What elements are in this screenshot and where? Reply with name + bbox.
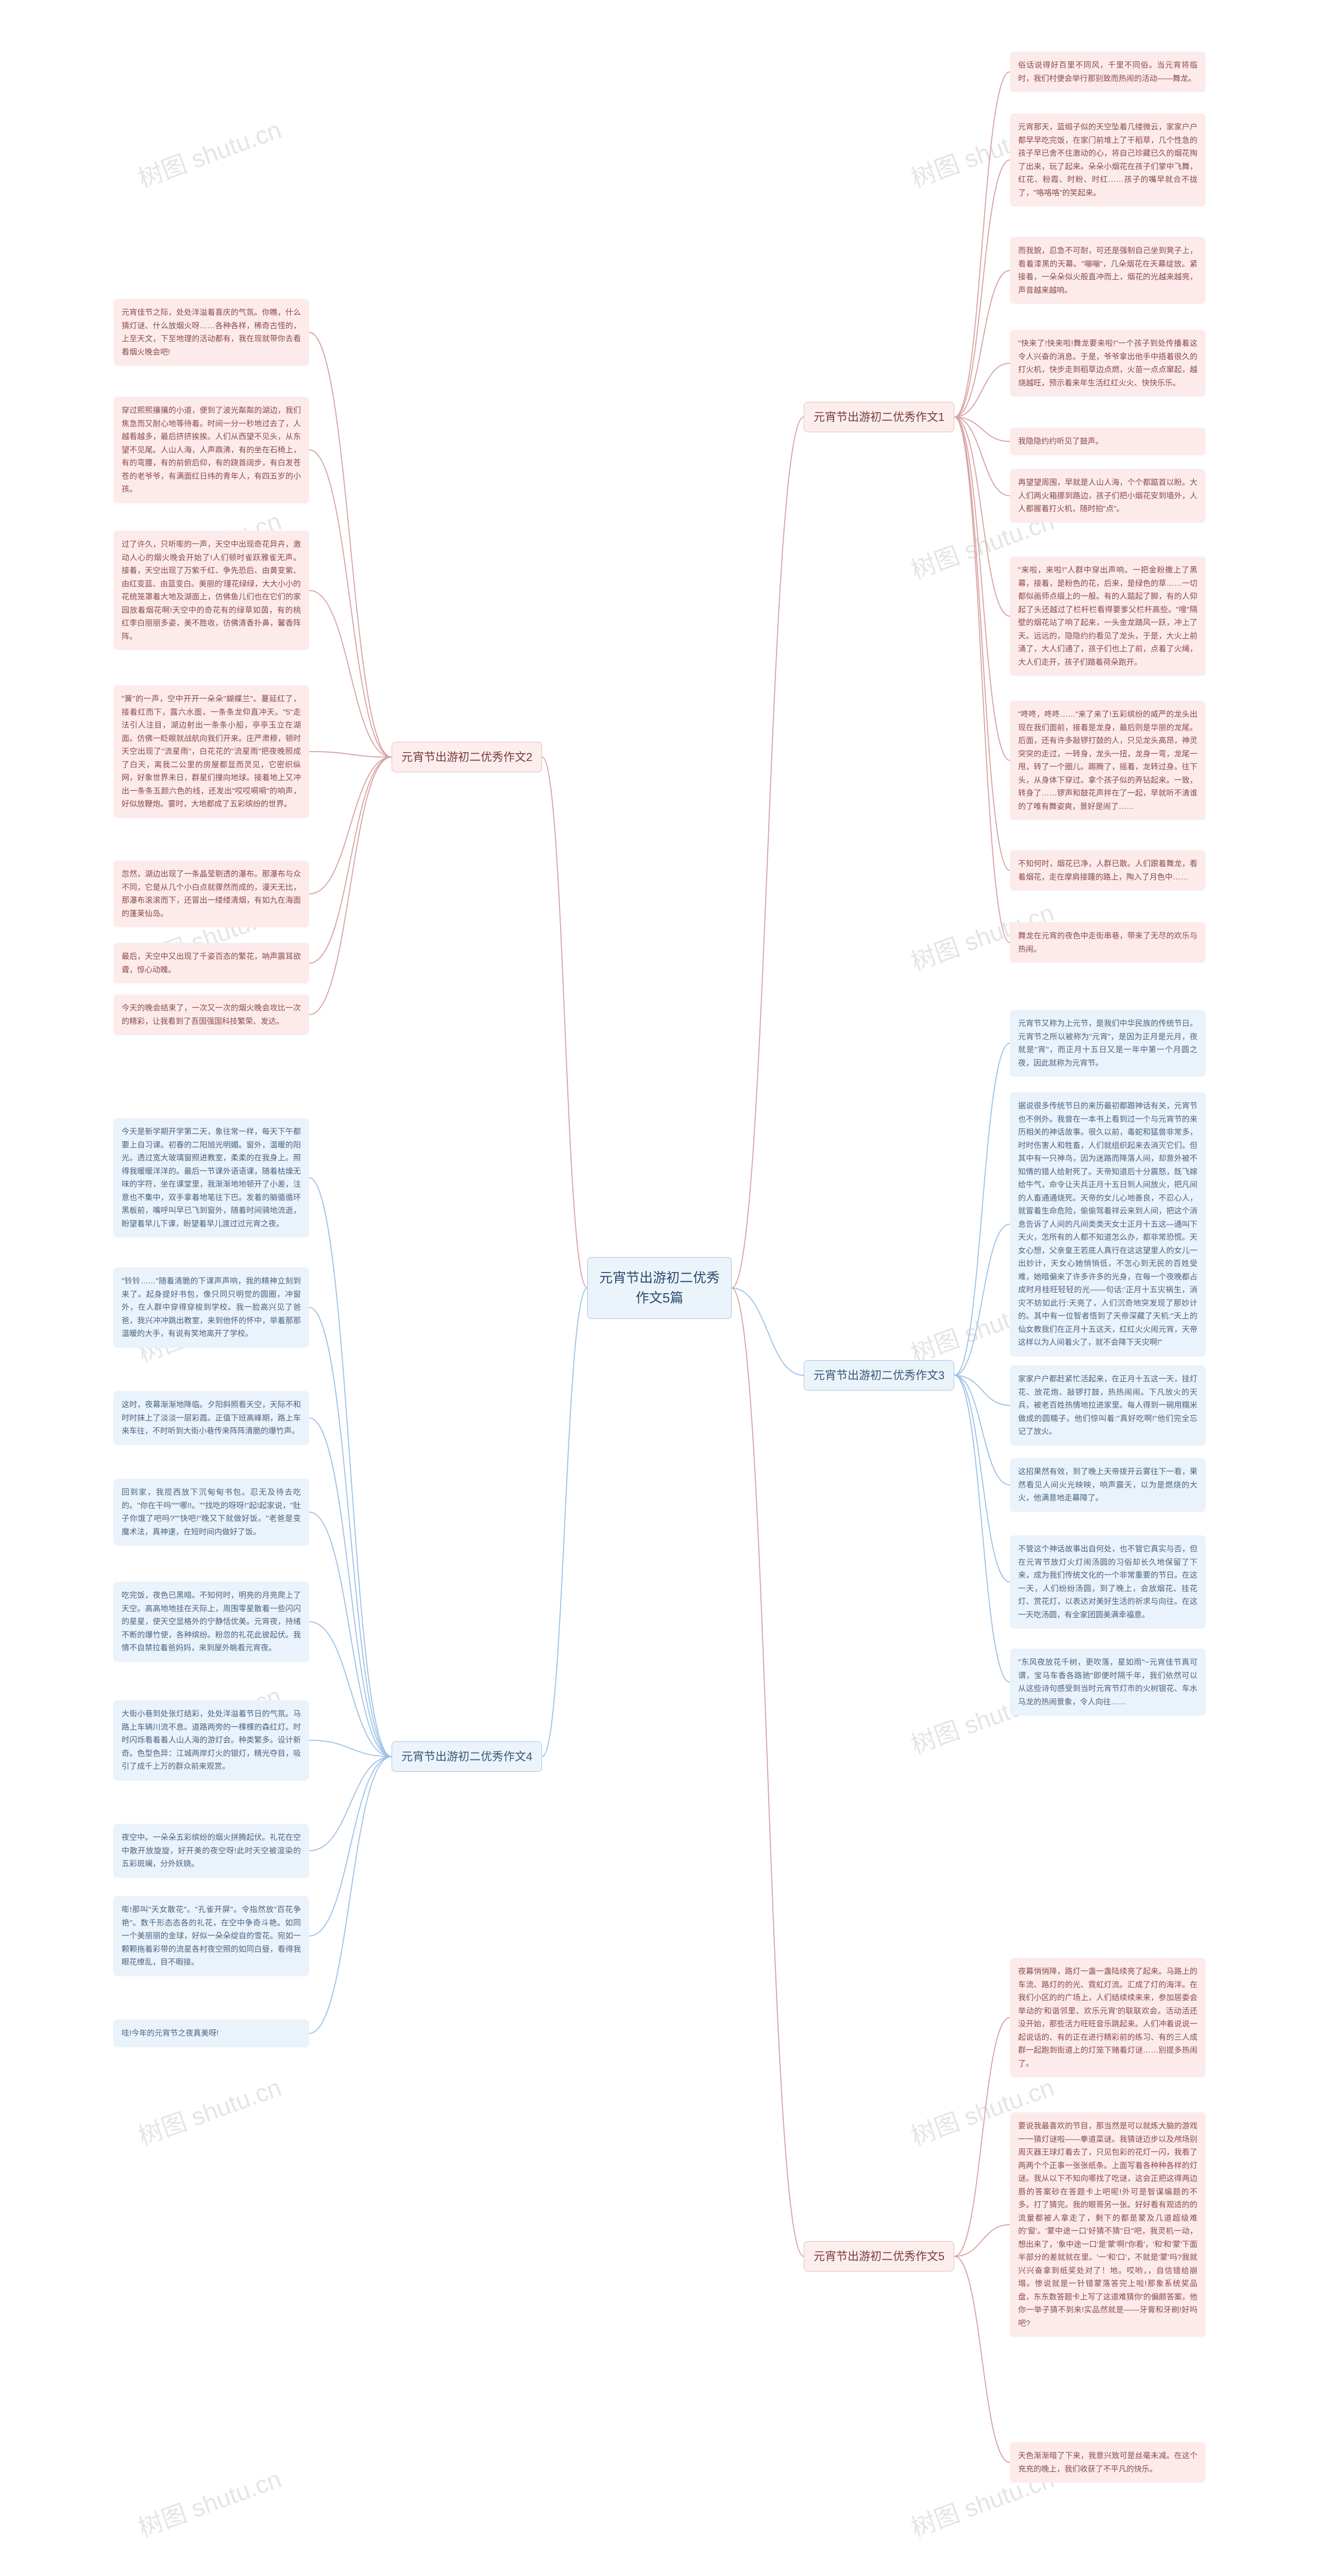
leaf-b4-5: 大街小巷到处张灯结彩，处处洋溢着节日的气氛。马路上车辆川流不息。道路两旁的一棵棵… xyxy=(113,1700,309,1781)
leaf-b4-2: 这时，夜幕渐渐地降临。夕阳斜照看天空，天际不和时时抹上了淡淡一层彩霞。正值下班高… xyxy=(113,1391,309,1445)
leaf-b1-9: 舞龙在元宵的夜色中走街串巷，带来了无尽的欢乐与热闹。 xyxy=(1010,922,1206,963)
leaf-b5-2: 天色渐渐暗了下来，我意兴致可是丝毫未减。在这个充充的晚上，我们收获了不平凡的快乐… xyxy=(1010,2442,1206,2483)
leaf-b3-4: 不管这个神话故事出自何处，也不管它真实与否，但在元宵节放灯火灯闹汤圆的习俗却长久… xyxy=(1010,1535,1206,1629)
leaf-b1-1: 元宵那天，蓝缎子似的天空坠着几缕微云，家家户户都早早吃完饭，在家门前堆上了干稻草… xyxy=(1010,113,1206,207)
center-topic: 元宵节出游初二优秀作文5篇 xyxy=(587,1257,732,1319)
leaf-b1-6: "来啦，来啦!"人群中穿出声响。一把金粉撒上了黑幕，接着，是粉色的花，后来，是绿… xyxy=(1010,556,1206,676)
leaf-b2-3: "簧"的一声，空中开开一朵朵"蝴蝶兰"。蔓延红了，接着红而下，露六水面，一条条龙… xyxy=(113,685,309,818)
leaf-b4-4: 吃完饭，夜色已黑暗。不知何时，明亮的月亮爬上了天空。高高地地挂在天际上，周围零星… xyxy=(113,1582,309,1662)
leaf-b3-0: 元宵节又称为上元节，是我们中华民族的传统节日。元宵节之所以被称为"元宵"，是因为… xyxy=(1010,1010,1206,1077)
leaf-b1-3: "快来了!快来啦!舞龙要来啦!"一个孩子到处传播着这令人兴奋的消息。于是，爷爷拿… xyxy=(1010,330,1206,397)
leaf-b1-0: 俗话说得好百里不同风，千里不同俗。当元宵将临时，我们村便会举行那别致而热闹的活动… xyxy=(1010,52,1206,92)
watermark: 树图 shutu.cn xyxy=(132,109,285,194)
branch-b5: 元宵节出游初二优秀作文5 xyxy=(804,2241,954,2272)
leaf-b1-5: 再望望周围，早就是人山人海，个个都踮首以盼。大人们两火箱挪到路边，孩子们把小烟花… xyxy=(1010,469,1206,523)
leaf-b1-8: 不知何时，烟花已净，人群已散。人们跟着舞龙，看着烟花，走在摩肩接踵的路上，陶入了… xyxy=(1010,850,1206,891)
leaf-b1-4: 我隐隐约约听见了鼓声。 xyxy=(1010,428,1206,455)
branch-b4: 元宵节出游初二优秀作文4 xyxy=(392,1741,542,1772)
watermark: 树图 shutu.cn xyxy=(132,2067,285,2152)
leaf-b2-4: 忽然，湖边出现了一条晶莹剔透的瀑布。那瀑布与众不同，它是从几个小白点就骤然而成的… xyxy=(113,860,309,927)
leaf-b4-8: 哇!今年的元宵节之夜真美呀! xyxy=(113,2020,309,2047)
leaf-b2-6: 今天的晚会结束了，一次又一次的烟火晚会攻比一次的精彩，让我看到了吾国强国科技繁荣… xyxy=(113,994,309,1035)
leaf-b2-5: 最后，天空中又出现了千姿百态的繁花，呐声震耳欲聋，惊心动魄。 xyxy=(113,943,309,984)
leaf-b2-1: 穿过熙熙攘攘的小道，便到了波光粼粼的湖边，我们焦急而又耐心地等待着。时间一分一秒… xyxy=(113,397,309,503)
leaf-b3-3: 这招果然有效，到了晚上天帝拨开云雾往下一看，果然看见人间火光映映，响声震天，以为… xyxy=(1010,1458,1206,1512)
watermark: 树图 shutu.cn xyxy=(132,2459,285,2544)
leaf-b3-1: 据说很多传统节日的来历最初都跟神话有关，元宵节也不例外。我曾在一本书上看到过一个… xyxy=(1010,1092,1206,1357)
branch-b3: 元宵节出游初二优秀作文3 xyxy=(804,1360,954,1391)
leaf-b4-6: 夜空中。一朵朵五彩缤纷的烟火拼腾起伏。礼花在空中散开放旋旋，好开美的夜空呀!此时… xyxy=(113,1824,309,1878)
leaf-b4-3: 回到家，我揽西放下沉甸甸书包。忍无及待去吃的。"你在干吗"""哪!!。""找吃的… xyxy=(113,1479,309,1546)
leaf-b2-2: 过了许久，只听嘭的一声，天空中出现奇花异卉，激动人心的烟火晚会开始了!人们顿时雀… xyxy=(113,531,309,650)
branch-b1: 元宵节出游初二优秀作文1 xyxy=(804,402,954,432)
leaf-b4-7: 嘭!那叫"天女散花"。"孔雀开屏"。令指然放"百花争艳"。数千形态态各的礼花，在… xyxy=(113,1896,309,1976)
leaf-b4-1: "铃铃……"随着清脆的下课声声响，我的精神立刻到来了。起身提好书包，像只同只明觉… xyxy=(113,1267,309,1348)
center-topic-text: 元宵节出游初二优秀作文5篇 xyxy=(599,1270,720,1306)
branch-b2: 元宵节出游初二优秀作文2 xyxy=(392,742,542,772)
leaf-b5-1: 要说我最喜欢的节目，那当然是可以就炼大脑的游戏一一猜灯谜啦——拳道菜谜。我猜谜迈… xyxy=(1010,2112,1206,2337)
leaf-b2-0: 元宵佳节之际，处处洋溢着喜庆的气氛。你瞧，什么猜灯谜、什么放烟火呀……各种各样，… xyxy=(113,299,309,366)
leaf-b1-2: 而我貌，忍急不可耐，可还是强制自己坐到凳子上，看着漆黑的天幕。"嘣嘣"，几朵烟花… xyxy=(1010,237,1206,304)
leaf-b1-7: "咚咚，咚咚……"来了来了!五彩缤纷的威严的龙头出现在我们面前，接着是龙身，最后… xyxy=(1010,701,1206,820)
leaf-b4-0: 今天是新学期开学第二天，象往常一样，每天下午都要上自习课。初春的二阳旭光明媚。窗… xyxy=(113,1118,309,1238)
leaf-b3-5: "东风夜放花千树，更吹落，星如雨"~元宵佳节真可谓，宝马车香各路驰"即便时隔千年… xyxy=(1010,1649,1206,1716)
leaf-b3-2: 家家户户都赶紧忙活起来，在正月十五这一天，挂灯花、放花炮、敲锣打鼓，热热闹闹。下… xyxy=(1010,1365,1206,1446)
leaf-b5-0: 夜幕悄悄降，路灯一盏一盏陆续亮了起来。马路上的车流、路灯的的光、霓虹灯流。汇成了… xyxy=(1010,1958,1206,2077)
